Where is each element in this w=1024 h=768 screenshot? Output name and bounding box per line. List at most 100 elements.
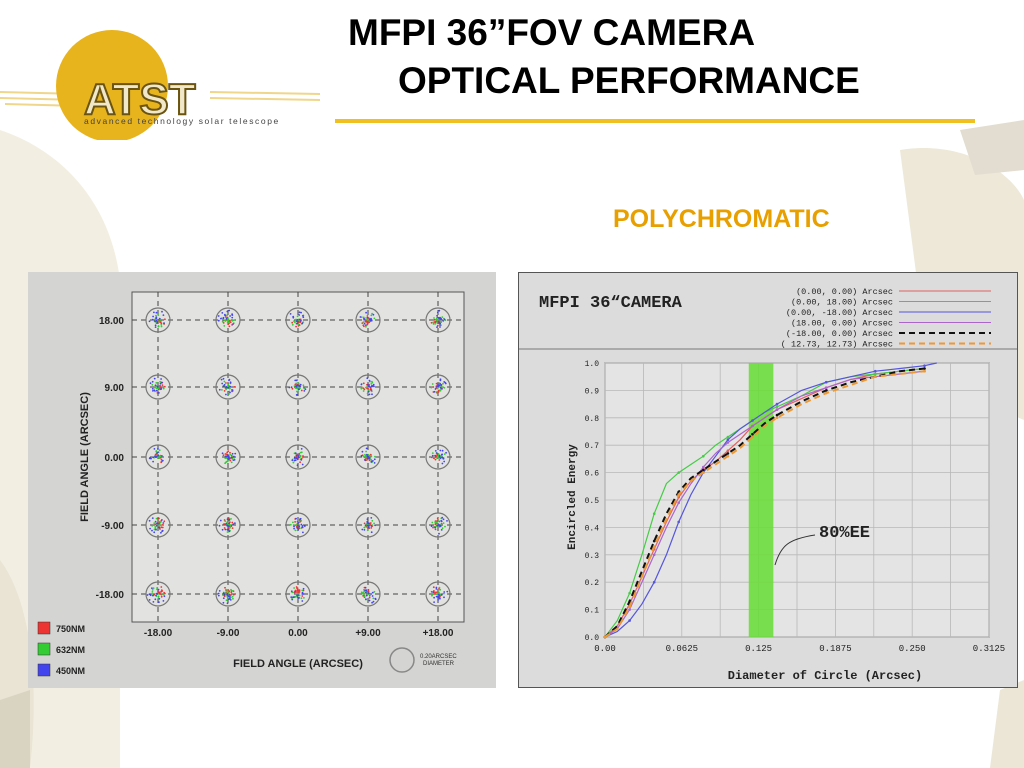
spot-ray-dot bbox=[288, 386, 291, 389]
spot-ray-dot bbox=[149, 382, 152, 385]
spot-ray-dot bbox=[440, 388, 443, 390]
spot-legend-swatch bbox=[37, 663, 51, 677]
spot-ray-dot bbox=[368, 599, 371, 602]
spot-ray-dot bbox=[228, 522, 231, 525]
spot-ray-dot bbox=[298, 592, 300, 595]
spot-ray-dot bbox=[444, 382, 447, 385]
spot-ray-dot bbox=[155, 389, 158, 392]
spot-ray-dot bbox=[151, 380, 154, 383]
spot-ray-dot bbox=[155, 456, 158, 458]
spot-ray-dot bbox=[156, 321, 159, 323]
spot-ray-dot bbox=[374, 524, 376, 527]
spot-ray-dot bbox=[296, 315, 299, 318]
spot-ray-dot bbox=[158, 517, 160, 520]
spot-ray-dot bbox=[226, 594, 229, 596]
ee-y-tick-label: 0.6 bbox=[585, 470, 600, 479]
spot-ray-dot bbox=[292, 596, 295, 599]
spot-field-point bbox=[425, 444, 451, 470]
spot-ray-dot bbox=[217, 594, 220, 597]
spot-ray-dot bbox=[301, 589, 304, 592]
spot-ray-dot bbox=[297, 386, 299, 389]
spot-ray-dot bbox=[226, 310, 229, 313]
spot-ray-dot bbox=[291, 598, 294, 601]
ee-series-point bbox=[628, 608, 631, 611]
spot-ray-dot bbox=[290, 596, 293, 598]
spot-ray-dot bbox=[370, 383, 373, 385]
spot-ray-dot bbox=[228, 518, 231, 521]
spot-ray-dot bbox=[365, 386, 368, 389]
spot-field-point bbox=[355, 307, 381, 333]
spot-ray-dot bbox=[154, 520, 157, 523]
spot-x-tick-label: +9.00 bbox=[355, 628, 381, 639]
spot-ray-dot bbox=[372, 597, 375, 600]
spot-ray-dot bbox=[229, 599, 232, 601]
spot-x-axis-label: FIELD ANGLE (ARCSEC) bbox=[233, 658, 363, 670]
spot-ray-dot bbox=[440, 453, 443, 456]
spot-ray-dot bbox=[151, 517, 154, 519]
spot-ray-dot bbox=[434, 521, 437, 524]
spot-ray-dot bbox=[227, 383, 230, 386]
spot-ray-dot bbox=[369, 453, 372, 456]
spot-ray-dot bbox=[228, 458, 231, 460]
spot-reference-ring bbox=[355, 444, 381, 470]
spot-ray-dot bbox=[226, 602, 229, 605]
spot-ray-dot bbox=[154, 525, 157, 528]
ee-y-tick-label: 0.0 bbox=[585, 634, 600, 643]
ee-series-point bbox=[652, 512, 656, 515]
spot-ray-dot bbox=[437, 599, 439, 601]
spot-ray-dot bbox=[158, 591, 161, 594]
spot-ray-dot bbox=[163, 520, 166, 523]
spot-ray-dot bbox=[440, 523, 443, 526]
spot-ray-dot bbox=[295, 394, 298, 396]
ee-series-point bbox=[824, 389, 828, 392]
spot-field-point bbox=[285, 374, 311, 400]
spot-diagram-panel: -18.00 -9.00 0.00 +9.00 +18.00 18.00 9.00 0.00… bbox=[28, 272, 496, 688]
ee-series-point bbox=[628, 591, 631, 595]
spot-x-tick-label: 0.00 bbox=[288, 628, 308, 639]
ee-y-tick-label: 1.0 bbox=[585, 360, 600, 369]
spot-ray-dot bbox=[298, 525, 301, 528]
ee-y-tick-label: 0.4 bbox=[585, 524, 600, 533]
spot-ray-dot bbox=[151, 524, 154, 527]
spot-ray-dot bbox=[370, 459, 373, 461]
spot-ray-dot bbox=[360, 387, 363, 390]
spot-reference-ring bbox=[145, 444, 171, 470]
spot-ray-dot bbox=[438, 532, 440, 535]
spot-ray-dot bbox=[368, 457, 371, 459]
spot-y-tick-label: -9.00 bbox=[101, 521, 124, 532]
spot-ray-dot bbox=[224, 314, 227, 317]
spot-ray-dot bbox=[298, 527, 301, 530]
spot-ray-dot bbox=[440, 594, 443, 596]
spot-ray-dot bbox=[229, 526, 232, 529]
spot-ray-dot bbox=[158, 520, 160, 523]
spot-ray-dot bbox=[367, 588, 370, 591]
spot-ray-dot bbox=[224, 520, 227, 523]
spot-ray-dot bbox=[225, 453, 228, 456]
spot-field-point bbox=[215, 307, 241, 333]
spot-ray-dot bbox=[229, 321, 232, 324]
spot-ray-dot bbox=[370, 517, 373, 519]
ee-series-point bbox=[923, 364, 926, 367]
spot-ray-dot bbox=[362, 387, 365, 390]
spot-ray-dot bbox=[157, 595, 160, 598]
spot-ray-dot bbox=[299, 461, 301, 464]
spot-ray-dot bbox=[151, 593, 153, 595]
spot-ray-dot bbox=[295, 379, 298, 382]
spot-reference-ring bbox=[355, 581, 381, 607]
spot-ray-dot bbox=[222, 317, 225, 320]
spot-ray-dot bbox=[226, 314, 228, 317]
ee-series-point bbox=[726, 441, 730, 444]
spot-ray-dot bbox=[443, 592, 445, 595]
spot-ray-dot bbox=[443, 381, 446, 383]
spot-ray-dot bbox=[217, 592, 220, 595]
spot-ray-dot bbox=[441, 456, 443, 459]
ee-x-tick-label: 0.250 bbox=[899, 644, 926, 654]
spot-ray-dot bbox=[223, 390, 226, 392]
spot-ray-dot bbox=[301, 463, 304, 466]
spot-ray-dot bbox=[361, 450, 364, 453]
ee-series-line bbox=[604, 362, 937, 638]
spot-ray-dot bbox=[294, 379, 297, 382]
spot-ray-dot bbox=[373, 522, 375, 525]
ee-series-point bbox=[652, 553, 656, 557]
spot-ray-dot bbox=[372, 460, 374, 462]
